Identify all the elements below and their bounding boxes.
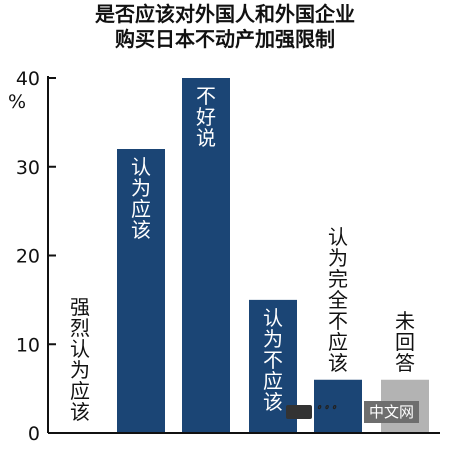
- bar-label-2: 不好说: [196, 84, 216, 150]
- y-tick-label-30: 30: [16, 157, 40, 179]
- bar-1: [117, 149, 165, 433]
- watermark: ﾟﾟﾟ 中文网: [286, 401, 420, 423]
- y-axis-unit: %: [8, 91, 26, 113]
- y-tick-label-40: 40: [16, 68, 40, 90]
- bar-label-1: 认为应该: [131, 155, 151, 242]
- bar-label-3: 认为不应该: [263, 306, 283, 414]
- chart-title: 是否应该对外国人和外国企业: [95, 2, 355, 26]
- y-tick-label-10: 10: [16, 334, 40, 356]
- bar-4: [314, 379, 362, 433]
- chart-subtitle: 购买日本不动产加强限制: [115, 27, 335, 51]
- watermark-script-logo: ﾟﾟﾟ: [315, 403, 338, 422]
- watermark-text: 中文网: [364, 401, 420, 423]
- watermark-logo-icon: [286, 405, 312, 419]
- bar-label-4: 认为完全不应该: [328, 225, 348, 375]
- bar-label-5: 未回答: [395, 309, 415, 375]
- bar-label-0: 强烈认为应该: [70, 295, 90, 424]
- bar-2: [182, 78, 230, 433]
- y-tick-label-0: 0: [28, 423, 40, 445]
- y-tick-label-20: 20: [16, 246, 40, 268]
